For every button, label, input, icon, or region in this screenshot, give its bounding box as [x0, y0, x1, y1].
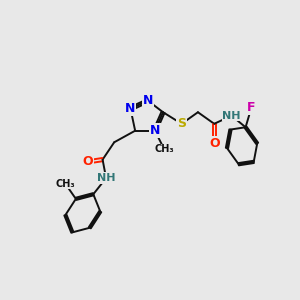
- Text: CH₃: CH₃: [56, 179, 75, 189]
- Text: N: N: [150, 124, 160, 137]
- Text: CH₃: CH₃: [154, 144, 174, 154]
- Text: S: S: [177, 117, 186, 130]
- Text: F: F: [247, 101, 256, 114]
- Text: O: O: [209, 137, 220, 150]
- Text: NH: NH: [97, 173, 115, 183]
- Text: O: O: [82, 155, 93, 168]
- Text: NH: NH: [222, 111, 241, 121]
- Text: N: N: [125, 102, 136, 115]
- Text: N: N: [143, 94, 153, 107]
